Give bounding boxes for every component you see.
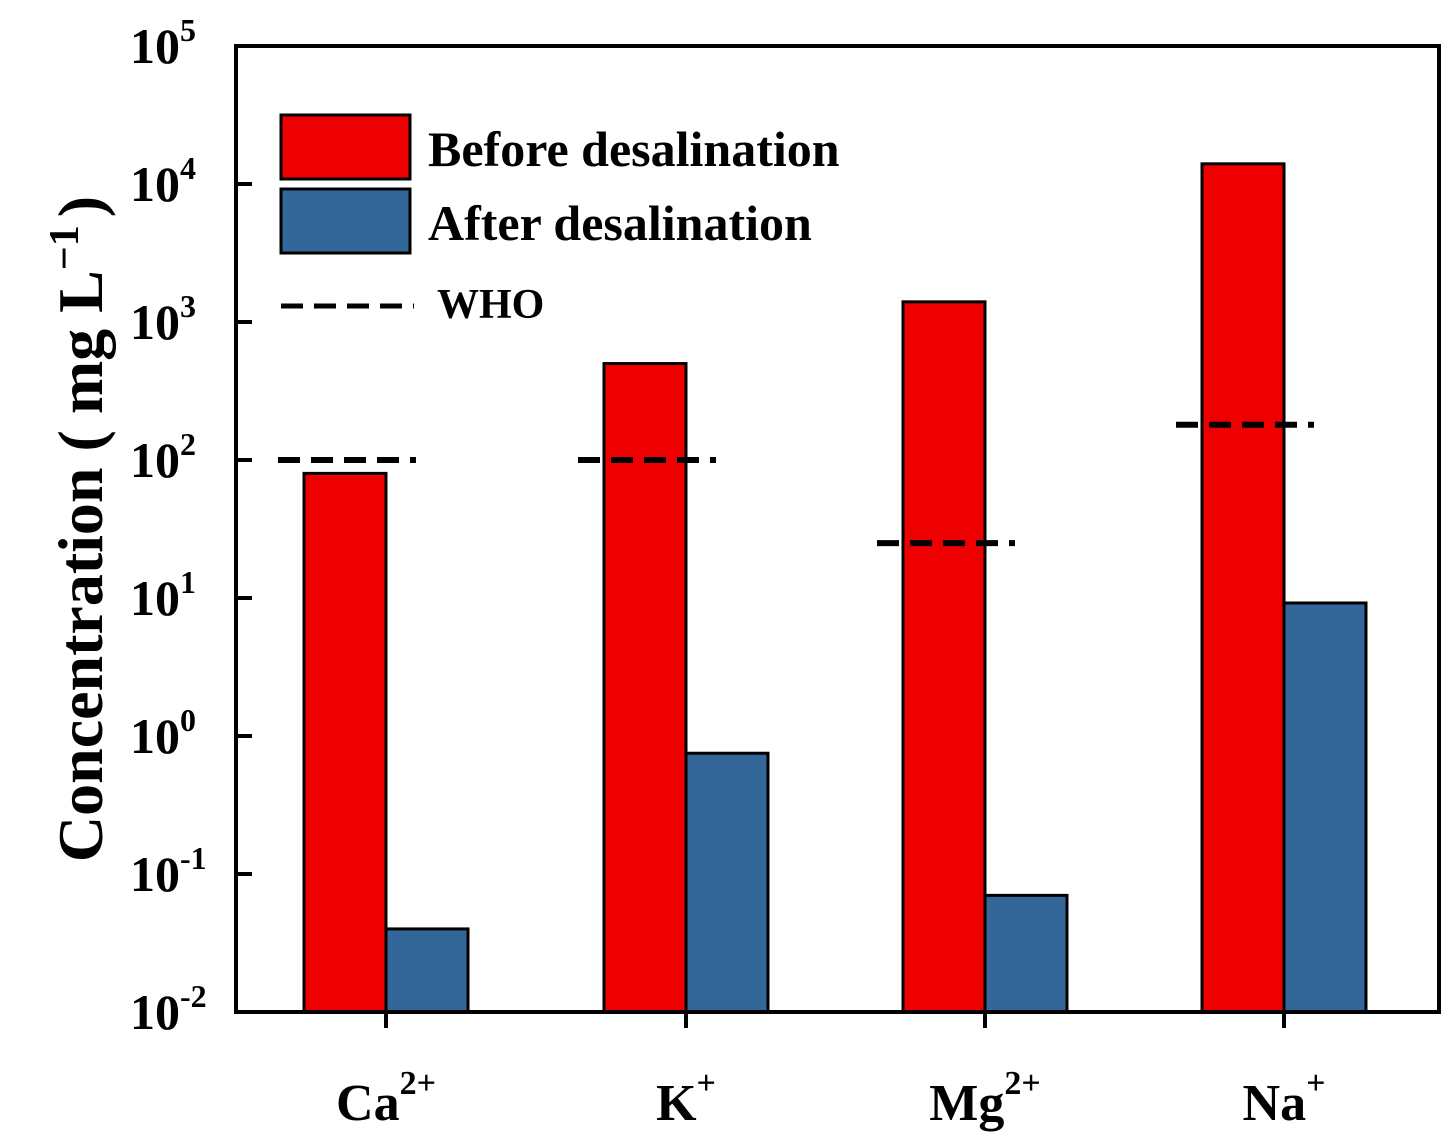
plot-frame — [234, 44, 1441, 1014]
category-charge: + — [697, 1065, 716, 1102]
bar-after-3 — [1282, 601, 1368, 1014]
y-tick-label: 10-2 — [130, 978, 207, 1040]
y-tick-base: 10 — [130, 708, 180, 764]
y-tick-exponent: 1 — [180, 564, 196, 600]
bar-before-0 — [302, 471, 388, 1014]
legend-swatch-before — [279, 113, 412, 181]
y-tick-exponent: -1 — [180, 840, 207, 876]
category-base: K — [656, 1075, 697, 1132]
y-tick-exponent: -2 — [180, 978, 207, 1014]
legend-label-who: WHO — [437, 282, 544, 328]
y-tick-label: 103 — [130, 288, 196, 350]
category-label: Na+ — [1243, 1065, 1326, 1132]
category-base: Ca — [336, 1075, 400, 1132]
y-tick-label: 102 — [130, 426, 196, 488]
y-tick-base: 10 — [130, 156, 180, 212]
bar-before-3 — [1200, 162, 1286, 1014]
y-axis-title-base: Concentration ( mg L — [45, 270, 116, 862]
y-tick-exponent: 3 — [180, 288, 196, 324]
bar-after-1 — [684, 751, 770, 1014]
y-tick-label: 104 — [130, 150, 196, 212]
x-axis: Ca2+ K+ Mg2+ Na+ — [336, 1012, 1325, 1132]
category-label: K+ — [656, 1065, 716, 1132]
y-tick-label: 105 — [130, 12, 196, 74]
category-charge: + — [1306, 1065, 1325, 1102]
bar-before-1 — [602, 362, 688, 1014]
category-base: Mg — [929, 1075, 1004, 1132]
bar-after-0 — [384, 927, 470, 1014]
legend: Before desalination After desalination W… — [279, 113, 840, 328]
bar-after-2 — [983, 893, 1069, 1014]
bar-before-2 — [901, 300, 987, 1014]
category-base: Na — [1243, 1075, 1307, 1132]
y-tick-base: 10 — [130, 432, 180, 488]
y-tick-label: 10-1 — [130, 840, 207, 902]
y-tick-exponent: 0 — [180, 702, 196, 738]
y-tick-base: 10 — [130, 294, 180, 350]
category-label: Mg2+ — [929, 1065, 1040, 1132]
y-tick-exponent: 2 — [180, 426, 196, 462]
y-tick-label: 101 — [130, 564, 196, 626]
y-tick-base: 10 — [130, 570, 180, 626]
legend-label-before: Before desalination — [428, 121, 840, 177]
y-tick-exponent: 5 — [180, 12, 196, 48]
bars-group — [302, 162, 1368, 1014]
category-label: Ca2+ — [336, 1065, 436, 1132]
category-charge: 2+ — [1004, 1065, 1040, 1102]
y-axis-title-close: ) — [45, 196, 116, 217]
y-tick-base: 10 — [130, 18, 180, 74]
legend-swatch-after — [279, 187, 412, 255]
legend-label-after: After desalination — [428, 195, 812, 251]
who-lines-group — [278, 421, 1314, 547]
y-tick-base: 10 — [130, 984, 180, 1040]
y-axis-title: Concentration ( mg L−1) — [42, 196, 116, 862]
y-tick-base: 10 — [130, 846, 180, 902]
y-tick-label: 100 — [130, 702, 196, 764]
y-axis-title-exponent: −1 — [42, 225, 88, 270]
y-tick-exponent: 4 — [180, 150, 196, 186]
category-charge: 2+ — [400, 1065, 436, 1102]
